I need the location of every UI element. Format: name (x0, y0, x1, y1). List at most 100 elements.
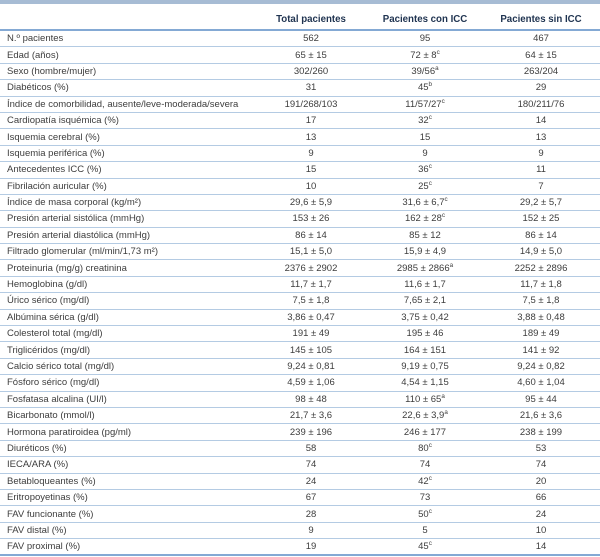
cell-con-icc: 9,19 ± 0,75 (368, 359, 482, 376)
cell-con-icc: 32c (368, 113, 482, 130)
cell-total: 98 ± 48 (254, 392, 368, 408)
column-header-con-icc: Pacientes con ICC (368, 4, 482, 31)
cell-total: 7,5 ± 1,8 (254, 293, 368, 310)
cell-sin-icc: 7 (482, 179, 600, 195)
cell-sin-icc: 152 ± 25 (482, 211, 600, 228)
cell-con-icc: 36c (368, 162, 482, 179)
significance-superscript: a (449, 261, 454, 269)
cell-sin-icc: 29 (482, 80, 600, 97)
table-row: FAV funcionante (%) 28 50c 24 (0, 506, 600, 523)
cell-sin-icc: 53 (482, 441, 600, 458)
row-label: Cardiopatía isquémica (%) (0, 113, 254, 130)
significance-superscript: c (428, 539, 432, 547)
row-label: IECA/ARA (%) (0, 457, 254, 474)
table-row: IECA/ARA (%) 74 74 74 (0, 457, 600, 474)
cell-sin-icc: 86 ± 14 (482, 228, 600, 245)
cell-total: 19 (254, 539, 368, 556)
cell-con-icc: 95 (368, 31, 482, 48)
cell-sin-icc: 10 (482, 523, 600, 540)
cell-con-icc: 80c (368, 441, 482, 458)
row-label: FAV distal (%) (0, 523, 254, 540)
table-row: Hormona paratiroidea (pg/ml) 239 ± 196 246… (0, 424, 600, 441)
cell-sin-icc: 14 (482, 539, 600, 556)
cell-sin-icc: 9 (482, 146, 600, 163)
cell-total: 17 (254, 113, 368, 130)
significance-superscript: c (441, 212, 446, 220)
cell-sin-icc: 66 (482, 490, 600, 507)
row-label: Índice de comorbilidad, ausente/leve-mod… (0, 97, 254, 113)
cell-total: 562 (254, 31, 368, 48)
row-label: Antecedentes ICC (%) (0, 162, 254, 179)
cell-sin-icc: 7,5 ± 1,8 (482, 293, 600, 310)
table-row: Calcio sérico total (mg/dl) 9,24 ± 0,81 9,… (0, 359, 600, 376)
cell-con-icc: 4,54 ± 1,15 (368, 375, 482, 392)
cell-total: 86 ± 14 (254, 228, 368, 245)
cell-con-icc: 25c (368, 179, 482, 195)
cell-total: 13 (254, 129, 368, 146)
row-label: Diabéticos (%) (0, 80, 254, 97)
table-row: Presión arterial diastólica (mmHg) 86 ± 1… (0, 228, 600, 245)
cell-total: 15,1 ± 5,0 (254, 244, 368, 261)
cell-total: 24 (254, 474, 368, 490)
cell-total: 65 ± 15 (254, 47, 368, 64)
cell-sin-icc: 14,9 ± 5,0 (482, 244, 600, 261)
row-label: Triglicéridos (mg/dl) (0, 342, 254, 359)
cell-sin-icc: 467 (482, 31, 600, 48)
table-row: Sexo (hombre/mujer) 302/260 39/56a 263/204 (0, 64, 600, 81)
table-row: Isquemia periférica (%) 9 9 9 (0, 146, 600, 163)
row-label: FAV funcionante (%) (0, 506, 254, 523)
cell-total: 11,7 ± 1,7 (254, 277, 368, 294)
cell-con-icc: 31,6 ± 6,7c (368, 195, 482, 212)
row-label: Proteinuria (mg/g) creatinina (0, 260, 254, 277)
table-row: FAV proximal (%) 19 45c 14 (0, 539, 600, 556)
cell-con-icc: 11/57/27c (368, 97, 482, 113)
row-label: Isquemia periférica (%) (0, 146, 254, 163)
cell-sin-icc: 238 ± 199 (482, 424, 600, 441)
table-row: Cardiopatía isquémica (%) 17 32c 14 (0, 113, 600, 130)
cell-sin-icc: 2252 ± 2896 (482, 260, 600, 277)
cell-con-icc: 15 (368, 129, 482, 146)
row-label: Sexo (hombre/mujer) (0, 64, 254, 81)
row-label: Edad (años) (0, 47, 254, 64)
cell-con-icc: 246 ± 177 (368, 424, 482, 441)
significance-superscript: c (428, 441, 432, 449)
cell-sin-icc: 95 ± 44 (482, 392, 600, 408)
cell-sin-icc: 64 ± 15 (482, 47, 600, 64)
row-label: Úrico sérico (mg/dl) (0, 293, 254, 310)
significance-superscript: b (428, 81, 433, 89)
table-row: Fibrilación auricular (%) 10 25c 7 (0, 179, 600, 195)
table-top-rule (0, 0, 600, 4)
cell-total: 9 (254, 146, 368, 163)
table-row: Colesterol total (mg/dl) 191 ± 49 195 ± 46… (0, 326, 600, 343)
cell-con-icc: 22,6 ± 3,9a (368, 408, 482, 425)
cell-total: 239 ± 196 (254, 424, 368, 441)
cell-total: 58 (254, 441, 368, 458)
cell-total: 191/268/103 (254, 97, 368, 113)
cell-sin-icc: 14 (482, 113, 600, 130)
significance-superscript: a (435, 64, 439, 72)
cell-con-icc: 45c (368, 539, 482, 556)
significance-superscript: c (428, 507, 432, 515)
table-row: Presión arterial sistólica (mmHg) 153 ± 2… (0, 211, 600, 228)
table-row: Bicarbonato (mmol/l) 21,7 ± 3,6 22,6 ± 3,9… (0, 408, 600, 425)
significance-superscript: c (428, 113, 432, 121)
cell-total: 2376 ± 2902 (254, 260, 368, 277)
table-row: Fosfatasa alcalina (UI/l) 98 ± 48 110 ± 65… (0, 392, 600, 408)
table-row: Fósforo sérico (mg/dl) 4,59 ± 1,06 4,54 ± … (0, 375, 600, 392)
cell-total: 153 ± 26 (254, 211, 368, 228)
cell-con-icc: 2985 ± 2866a (368, 260, 482, 277)
table-row: Eritropoyetinas (%) 67 73 66 (0, 490, 600, 507)
cell-sin-icc: 4,60 ± 1,04 (482, 375, 600, 392)
row-label: Fibrilación auricular (%) (0, 179, 254, 195)
significance-superscript: c (444, 195, 448, 203)
cell-con-icc: 74 (368, 457, 482, 474)
cell-con-icc: 73 (368, 490, 482, 507)
cell-sin-icc: 9,24 ± 0,82 (482, 359, 600, 376)
row-label: Hemoglobina (g/dl) (0, 277, 254, 294)
table-row: Edad (años) 65 ± 15 72 ± 8c 64 ± 15 (0, 47, 600, 64)
cell-total: 9,24 ± 0,81 (254, 359, 368, 376)
cell-total: 28 (254, 506, 368, 523)
cell-sin-icc: 180/211/76 (482, 97, 600, 113)
cell-con-icc: 3,75 ± 0,42 (368, 310, 482, 327)
row-label: Índice de masa corporal (kg/m²) (0, 195, 254, 212)
